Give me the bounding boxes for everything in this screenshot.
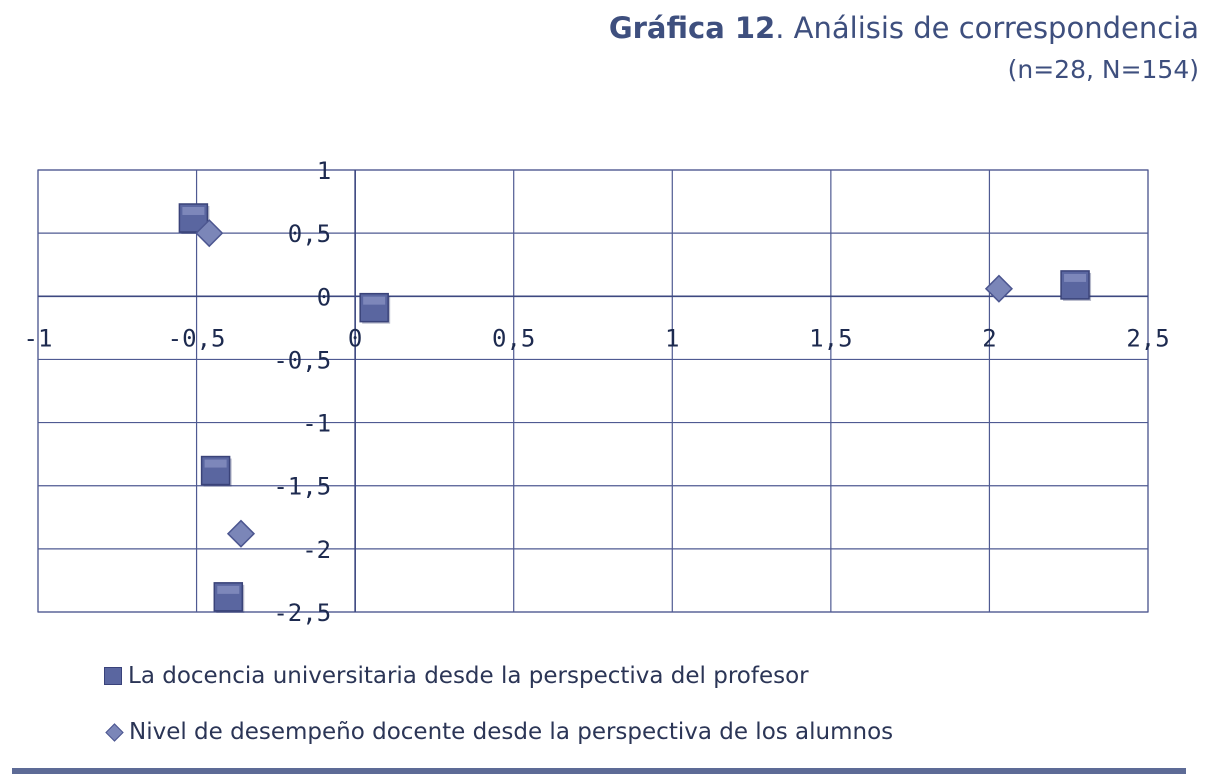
square-marker-highlight xyxy=(1064,273,1087,282)
x-tick-label: -1 xyxy=(24,324,53,352)
x-tick-label: 0 xyxy=(348,324,362,352)
y-tick-label: -2,5 xyxy=(273,599,331,627)
data-points xyxy=(178,203,1092,613)
diamond-marker xyxy=(984,274,1014,303)
square-marker-highlight xyxy=(204,459,227,468)
square-marker-highlight xyxy=(182,206,205,215)
legend-entry-alumnos: Nivel de desempeño docente desde la pers… xyxy=(104,716,893,748)
x-tick-label: 1,5 xyxy=(809,324,852,352)
square-marker-highlight xyxy=(363,296,386,305)
legend-diamond-marker xyxy=(105,722,124,742)
legend-square-marker xyxy=(104,667,122,685)
tick-labels: -1 -0,5 0 0,5 1 1,5 2 2,5 1 0,5 0 -0,5 -1 -1,5 -2 -2,5 xyxy=(24,157,1170,627)
x-tick-label: 0,5 xyxy=(492,324,535,352)
x-tick-label: -0,5 xyxy=(168,324,226,352)
x-tick-label: 1 xyxy=(665,324,679,352)
bottom-rule xyxy=(12,768,1186,774)
y-tick-label: -2 xyxy=(302,536,331,564)
y-tick-label: -1,5 xyxy=(273,473,331,501)
legend: La docencia universitaria desde la persp… xyxy=(104,660,893,772)
legend-label-alumnos: Nivel de desempeño docente desde la pers… xyxy=(129,719,894,745)
square-marker-highlight xyxy=(217,585,240,594)
legend-label-profesor: La docencia universitaria desde la persp… xyxy=(128,663,809,689)
diamond-marker xyxy=(195,219,224,248)
y-tick-label: -1 xyxy=(302,410,331,438)
y-tick-label: 1 xyxy=(317,157,331,185)
y-tick-label: 0 xyxy=(317,283,331,311)
x-tick-label: 2,5 xyxy=(1126,324,1169,352)
chart-title-bold: Gráfica 12 xyxy=(608,11,776,45)
chart-title-rest: . Análisis de correspondencia xyxy=(775,11,1199,45)
y-tick-label: -0,5 xyxy=(273,346,331,374)
scatter-chart: -1 -0,5 0 0,5 1 1,5 2 2,5 1 0,5 0 -0,5 -1 -1,5 -2 -2,5 xyxy=(24,157,1170,627)
chart-title-block: Gráfica 12. Análisis de correspondencia … xyxy=(609,6,1199,90)
chart-subtitle: (n=28, N=154) xyxy=(1007,55,1199,84)
legend-entry-profesor: La docencia universitaria desde la persp… xyxy=(104,660,893,692)
x-tick-label: 2 xyxy=(982,324,996,352)
diamond-marker xyxy=(226,519,256,548)
grid-lines xyxy=(37,169,1149,613)
chart-title: Gráfica 12. Análisis de correspondencia xyxy=(609,6,1199,50)
y-tick-label: 0,5 xyxy=(288,220,331,248)
